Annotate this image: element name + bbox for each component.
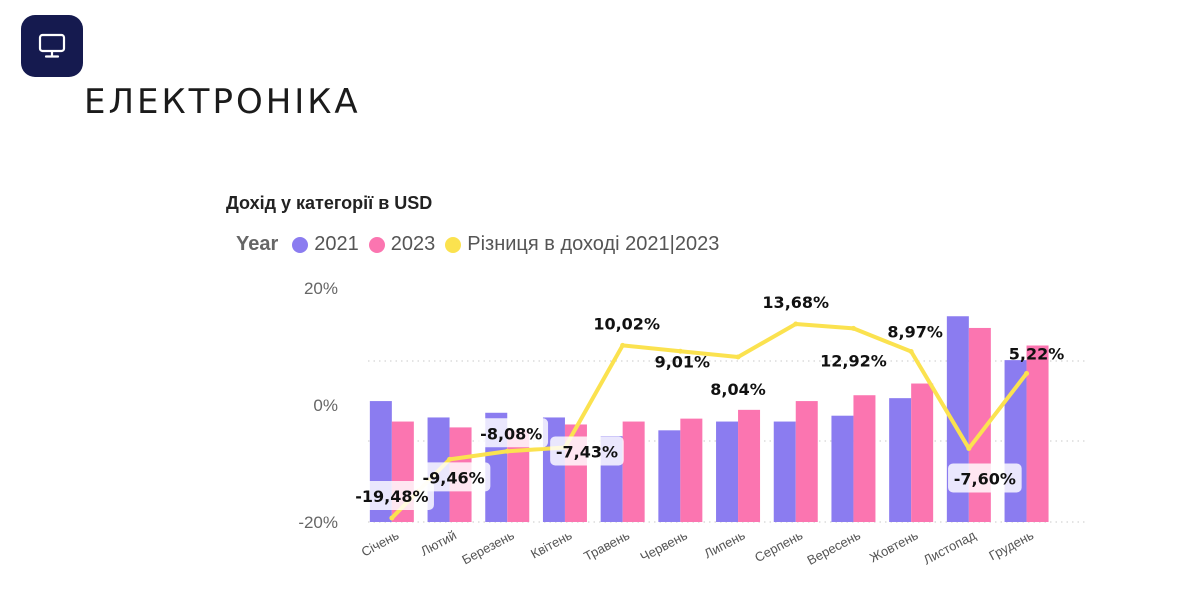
chart-title: Дохід у категорії в USD [226,193,433,213]
x-tick-label: Січень [359,527,402,559]
y-tick-label: 0% [313,396,338,415]
difference-point [389,515,395,521]
legend-title: Year [236,233,279,255]
data-label: -8,08% [480,424,542,443]
bar-2021 [831,415,854,522]
difference-point [677,348,683,354]
data-label-bg [550,436,624,466]
x-tick-label: Червень [638,527,690,564]
difference-point [735,354,741,360]
bar-2021 [773,421,796,522]
x-tick-label: Вересень [805,527,863,568]
data-label: -7,60% [954,469,1016,488]
bar-2023 [795,401,818,522]
data-label: -19,48% [355,487,428,506]
bar-2023 [853,395,876,522]
data-label-bg [416,462,491,492]
legend-label-diff: Різниця в доході 2021|2023 [467,233,720,255]
difference-line [389,321,1029,520]
bar-2023 [680,418,703,522]
x-tick-label: Грудень [986,527,1036,563]
data-label: 13,68% [762,293,829,312]
legend-swatch-2023 [368,236,385,253]
data-label-bg [948,463,1022,493]
data-label-bg [474,418,549,448]
difference-point [966,445,972,451]
bar-2023 [738,409,761,522]
x-tick-label: Лютий [418,527,459,558]
data-label: 8,04% [710,380,766,399]
bar-2023 [507,430,530,522]
data-label: 5,22% [1009,344,1065,363]
legend-item-2021[interactable]: 2021 [292,233,359,256]
bar-2021 [1004,360,1027,522]
difference-point [793,321,799,327]
chart-legend: Year 2021 2023 Різниця в доході 2021|202… [236,233,729,256]
legend-item-2023[interactable]: 2023 [368,233,436,256]
x-tick-label: Квітень [528,527,574,561]
x-tick-label: Листопад [921,527,979,567]
data-label: -7,43% [556,442,618,461]
x-tick-label: Травень [581,527,632,564]
bar-2021 [889,398,912,522]
legend-label-2023: 2023 [390,233,436,255]
data-label-bg [349,480,434,510]
legend-label-2021: 2021 [314,233,359,255]
x-tick-label: Серпень [752,527,805,565]
bar-2021 [716,421,739,522]
data-label: 10,02% [593,314,660,333]
difference-point [504,448,510,454]
difference-point [620,342,626,348]
legend-swatch-diff [445,236,462,253]
difference-point [447,456,453,462]
bar-2023 [911,383,934,522]
y-tick-label: 20% [304,279,338,298]
difference-point [1024,370,1030,376]
data-label: 9,01% [655,352,711,371]
data-label: 8,97% [887,323,943,342]
category-badge [21,15,83,77]
data-label: -9,46% [422,468,484,487]
page-title: ЕЛЕКТРОНІКА [84,82,361,122]
bar-2023 [1026,345,1049,522]
x-tick-label: Жовтень [867,527,921,565]
x-tick-label: Липень [702,527,748,561]
bar-2023 [622,421,645,522]
monitor-icon [38,33,66,58]
bar-2021 [658,430,681,522]
y-tick-label: -20% [298,513,338,532]
legend-swatch-2021 [292,236,309,253]
legend-item-diff[interactable]: Різниця в доході 2021|2023 [445,233,719,256]
data-label: 12,92% [820,351,887,370]
difference-point [850,325,856,331]
difference-point [908,349,914,355]
x-tick-label: Березень [459,527,517,567]
